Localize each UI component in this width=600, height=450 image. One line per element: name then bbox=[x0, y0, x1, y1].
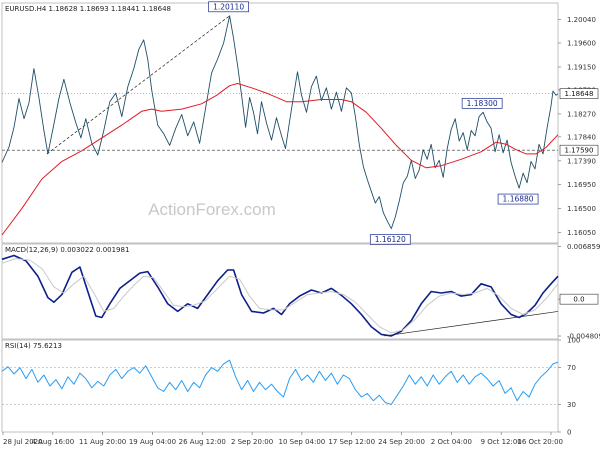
macd-header: MACD(12,26,9) 0.003022 0.001981 bbox=[5, 246, 129, 254]
price-trendline bbox=[46, 15, 230, 155]
y-tick-label: 30 bbox=[567, 401, 576, 409]
watermark: ActionForex.com bbox=[148, 200, 276, 219]
y-tick-label: -0.004809 bbox=[567, 333, 600, 341]
price-price-series bbox=[1, 15, 559, 230]
x-tick-label: 24 Sep 20:00 bbox=[378, 438, 425, 446]
x-tick-label: 10 Sep 04:00 bbox=[279, 438, 326, 446]
price-header: EURUSD.H4 1.18628 1.18693 1.18441 1.1864… bbox=[5, 5, 171, 13]
annotation-box bbox=[461, 97, 503, 109]
x-tick-label: 11 Aug 20:00 bbox=[79, 438, 126, 446]
current-price-label: 1.18648 bbox=[565, 90, 594, 98]
y-tick-label: 1.19150 bbox=[567, 64, 596, 72]
annotation-box bbox=[497, 193, 539, 205]
y-tick-label: 0.006859 bbox=[567, 243, 600, 251]
x-tick-label: 19 Aug 04:00 bbox=[129, 438, 176, 446]
x-tick-label: 9 Oct 12:00 bbox=[481, 438, 522, 446]
x-tick-label: 4 Aug 16:00 bbox=[31, 438, 74, 446]
macd-panel: 0.006859 0.0 -0.004809 MACD(12,26,9) 0.0030… bbox=[1, 243, 600, 341]
x-tick-label: 2 Oct 04:00 bbox=[431, 438, 472, 446]
y-tick-label: 100 bbox=[567, 337, 580, 345]
price-panel: 1.200401.196001.191501.187201.182701.178… bbox=[1, 1, 599, 245]
x-tick-label: 17 Sep 12:00 bbox=[328, 438, 375, 446]
rsi-frame bbox=[1, 339, 559, 433]
level-tag bbox=[559, 144, 599, 156]
current-price-tag bbox=[559, 88, 599, 99]
zero-tag bbox=[559, 293, 599, 305]
x-tick-label: 28 Jul 2020 bbox=[3, 438, 43, 446]
annotation-box bbox=[208, 1, 249, 13]
annotation-label: 1.20110 bbox=[213, 2, 244, 11]
y-tick-label: 1.16050 bbox=[567, 229, 596, 237]
x-tick-label: 26 Aug 12:00 bbox=[179, 438, 226, 446]
y-tick-label: 1.20040 bbox=[567, 16, 596, 24]
x-tick-label: 2 Sep 20:00 bbox=[231, 438, 273, 446]
y-tick-label: 1.18270 bbox=[567, 110, 596, 118]
macd-frame bbox=[1, 243, 559, 340]
rsi-rsi-series bbox=[1, 359, 559, 405]
price-moving-average-series bbox=[1, 83, 559, 236]
y-tick-label: 1.16500 bbox=[567, 205, 596, 213]
annotation-label: 1.16120 bbox=[375, 235, 406, 244]
zero-tag-label: 0.0 bbox=[573, 296, 584, 304]
macd-signal-line-series bbox=[1, 258, 559, 334]
annotation-label: 1.18300 bbox=[467, 99, 498, 108]
macd-trendline bbox=[384, 311, 559, 337]
annotation-label: 1.16880 bbox=[503, 195, 534, 204]
price-frame bbox=[1, 2, 559, 244]
y-tick-label: 70 bbox=[567, 364, 576, 372]
rsi-header: RSI(14) 75.6213 bbox=[5, 342, 62, 350]
y-tick-label: 1.17840 bbox=[567, 133, 596, 141]
x-tick-label: 16 Oct 20:00 bbox=[517, 438, 563, 446]
y-tick-label: 1.16950 bbox=[567, 181, 596, 189]
y-tick-label: 0 bbox=[567, 429, 571, 437]
y-tick-label: 1.19600 bbox=[567, 40, 596, 48]
level-tag-label: 1.17590 bbox=[565, 147, 594, 155]
annotation-box bbox=[369, 234, 411, 245]
y-tick-label: 1.17390 bbox=[567, 157, 596, 165]
